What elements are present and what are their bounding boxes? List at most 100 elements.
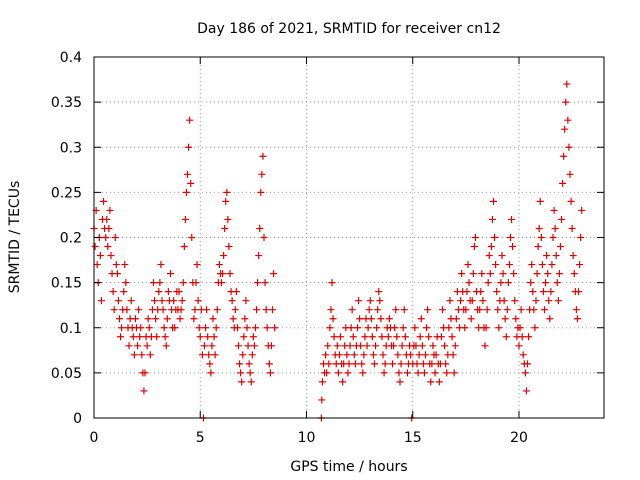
data-point <box>120 288 128 296</box>
x-tick-label: 0 <box>90 430 99 446</box>
data-point <box>218 279 225 287</box>
data-point <box>211 351 219 359</box>
data-point <box>354 324 361 332</box>
data-point <box>242 297 250 305</box>
data-point <box>110 306 118 314</box>
data-point <box>412 342 420 350</box>
data-point <box>263 324 271 332</box>
data-point <box>240 333 248 341</box>
data-point <box>145 324 153 332</box>
data-point <box>555 270 563 278</box>
data-point <box>116 315 123 323</box>
y-tick-label: 0.35 <box>51 95 82 111</box>
data-point <box>576 261 584 269</box>
data-point <box>533 270 541 278</box>
data-point <box>137 324 145 332</box>
data-point <box>451 342 459 350</box>
data-point <box>102 234 110 241</box>
data-point <box>468 297 476 305</box>
data-point <box>566 170 574 178</box>
data-point <box>411 324 419 332</box>
data-point <box>359 369 367 377</box>
data-point <box>510 270 518 278</box>
data-point <box>243 324 251 332</box>
data-point <box>337 333 344 341</box>
data-point <box>161 333 169 341</box>
data-point <box>358 360 366 368</box>
data-point <box>360 351 368 359</box>
data-point <box>439 306 446 314</box>
data-point <box>262 306 270 314</box>
data-point <box>105 224 113 232</box>
data-point <box>578 206 586 214</box>
data-point <box>318 378 326 386</box>
data-point <box>546 315 554 323</box>
data-point <box>544 270 552 278</box>
data-point <box>176 315 184 323</box>
data-point <box>449 351 457 359</box>
data-point <box>333 342 341 350</box>
data-point <box>355 297 363 305</box>
data-point <box>361 333 369 341</box>
data-point <box>212 324 220 332</box>
data-point <box>484 279 492 287</box>
data-point <box>374 306 382 314</box>
data-point <box>367 315 375 323</box>
data-point <box>265 360 273 368</box>
data-point <box>529 288 537 296</box>
data-point <box>224 215 232 223</box>
data-point <box>155 288 163 296</box>
data-point <box>385 315 393 323</box>
data-point <box>190 315 198 323</box>
data-point <box>184 170 191 178</box>
data-point <box>485 252 493 260</box>
data-point <box>150 279 157 287</box>
data-point <box>462 306 470 314</box>
data-point <box>167 270 174 278</box>
data-point <box>414 369 422 377</box>
data-point <box>562 98 570 106</box>
data-point <box>393 333 401 341</box>
data-point <box>501 315 509 323</box>
data-point <box>135 306 143 314</box>
data-point <box>534 243 542 251</box>
data-point <box>188 234 196 241</box>
x-tick-label: 15 <box>404 430 422 446</box>
data-point <box>461 324 469 332</box>
data-point <box>417 315 425 323</box>
data-point <box>372 342 380 350</box>
data-point <box>375 288 383 296</box>
data-point <box>469 270 477 278</box>
data-point <box>550 206 558 214</box>
data-point <box>205 351 213 359</box>
data-point <box>547 288 555 296</box>
data-point <box>391 324 399 332</box>
data-point <box>400 306 408 314</box>
data-point <box>376 297 384 305</box>
x-axis-label: GPS time / hours <box>290 459 407 475</box>
data-point <box>106 206 114 214</box>
data-point <box>123 306 131 314</box>
data-point <box>569 252 577 260</box>
data-point <box>428 360 436 368</box>
data-point <box>415 351 423 359</box>
data-point <box>542 279 550 287</box>
data-point <box>233 324 241 332</box>
data-point <box>198 351 206 359</box>
data-point <box>446 297 454 305</box>
data-point <box>213 306 221 314</box>
data-point <box>259 152 267 160</box>
data-point <box>138 351 146 359</box>
data-point <box>192 279 200 287</box>
data-point <box>504 279 512 287</box>
data-point <box>560 152 568 160</box>
data-point <box>247 378 255 386</box>
data-point <box>502 333 510 341</box>
data-point <box>231 306 239 314</box>
data-point <box>429 342 437 350</box>
data-point <box>235 342 242 350</box>
y-tick-label: 0.4 <box>60 50 82 66</box>
data-point <box>357 342 365 350</box>
data-point <box>121 261 129 269</box>
y-tick-label: 0.05 <box>51 366 82 382</box>
